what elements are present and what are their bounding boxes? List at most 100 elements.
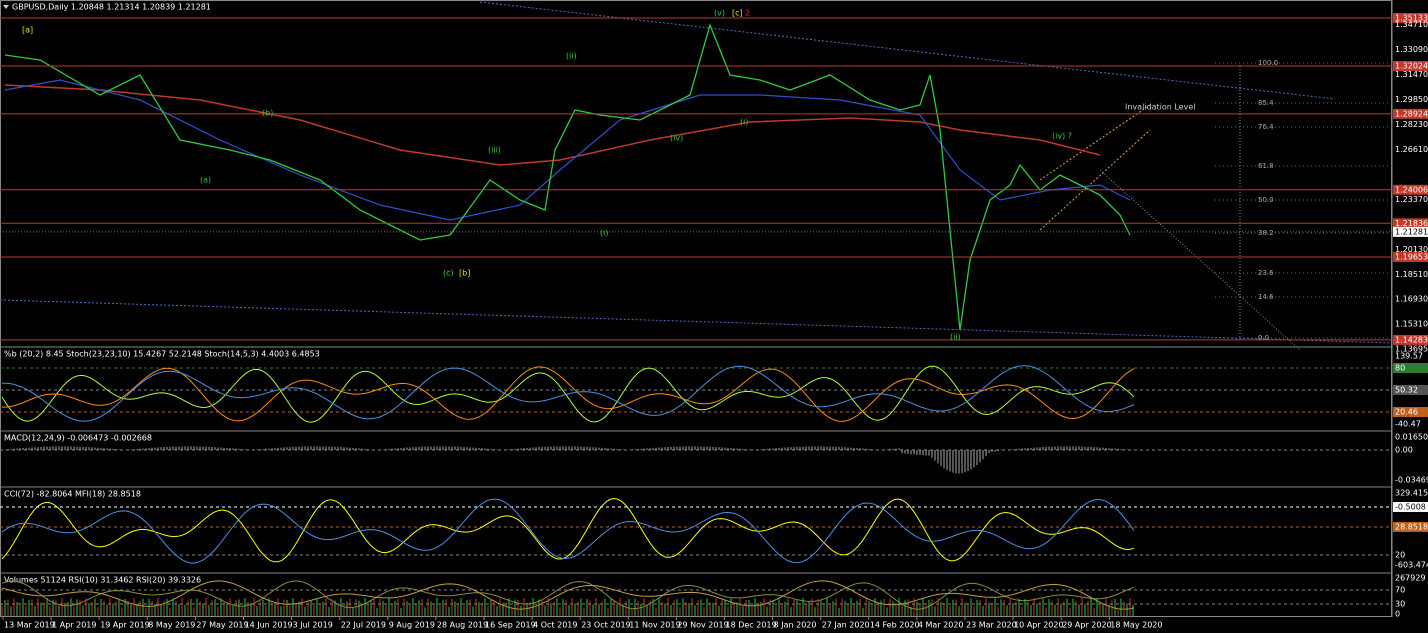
fib-label: 23.6: [1258, 269, 1274, 277]
oscillator-line: [2, 366, 1135, 422]
indicator-header: MACD(12,24,9) -0.006473 -0.002668: [4, 434, 152, 443]
price-label: 1.33090: [1395, 45, 1428, 54]
date-label: 8 Jan 2020: [774, 621, 817, 630]
price-label: 1.31470: [1395, 70, 1428, 79]
date-label: 4 Oct 2019: [533, 621, 577, 630]
wave-label: (i): [740, 118, 748, 127]
date-label: 14 Feb 2020: [870, 621, 920, 630]
scale-label: 0.016502: [1395, 433, 1428, 442]
scale-box: [1393, 502, 1428, 512]
date-label: 22 Jul 2019: [341, 621, 386, 630]
scale-box: [1393, 363, 1428, 373]
scale-label: 20.46: [1395, 408, 1418, 417]
indicator-header: Volumes 51124 RSI(10) 31.3462 RSI(20) 39…: [4, 576, 201, 585]
price-box: [1393, 61, 1428, 72]
wave-label: (ii): [950, 333, 961, 342]
spacer: [1100, 12, 1102, 14]
menu-arrow: [3, 5, 9, 9]
price-box: [1393, 184, 1428, 195]
frame: [0, 0, 1392, 617]
wave-label: (iii): [488, 146, 501, 155]
wave-label: 2: [745, 9, 750, 18]
date-label: 13 Mar 2019: [4, 621, 55, 630]
fib-label: 61.8: [1258, 162, 1274, 170]
date-label: 1 Apr 2019: [52, 621, 96, 630]
scale-label: -40.47: [1395, 420, 1421, 429]
wave-label: (c): [443, 269, 454, 278]
scale-label: -0.034699: [1395, 476, 1428, 485]
scale-label: 30: [1395, 600, 1405, 609]
price-label: 1.21281: [1395, 227, 1428, 236]
price-box: [1393, 13, 1428, 23]
price-label: 1.26610: [1395, 145, 1428, 154]
wave-label: (v): [714, 9, 725, 18]
price-label: 1.21836: [1395, 219, 1428, 228]
trend-line: [0, 299, 1393, 344]
date-label: 16 Sep 2019: [485, 621, 536, 630]
date-label: 27 Jan 2020: [822, 621, 870, 630]
scale-label: 0.00: [1395, 446, 1413, 455]
date-label: 11 Nov 2019: [629, 621, 680, 630]
fib-label: 38.2: [1258, 229, 1274, 237]
wave-label: (b): [262, 109, 273, 118]
scale-box: [1393, 385, 1428, 395]
price-path: [4, 22, 1131, 331]
price-label: 1.24006: [1395, 185, 1428, 194]
price-label: 1.28230: [1395, 120, 1428, 129]
price-label: 1.19653: [1395, 253, 1428, 262]
price-box: [1393, 226, 1428, 237]
fib-label: 85.4: [1258, 99, 1274, 107]
channel-line: [1039, 129, 1151, 231]
wave-label: [a]: [22, 26, 33, 35]
date-label: 9 Aug 2019: [389, 621, 435, 630]
scale-label: 70: [1395, 586, 1405, 595]
panel-separators: [0, 346, 1392, 574]
price-label: 1.14283: [1395, 335, 1428, 344]
wave-label: (iv): [670, 134, 683, 143]
scale-label: 267929: [1395, 574, 1426, 583]
fib-label: 100.0: [1258, 59, 1278, 67]
price-label: 1.13695: [1395, 345, 1428, 354]
price-label: 1.29850: [1395, 95, 1428, 104]
wave-label: (a): [200, 176, 211, 185]
scale-label: -0.5008: [1395, 503, 1426, 512]
scale-label: 28.8518: [1395, 523, 1428, 532]
channel-line: [1039, 104, 1151, 181]
indicator-header: CCI(72) -82.8064 MFI(18) 28.8518: [4, 490, 141, 499]
scale-box: [1393, 407, 1428, 417]
price-label: 1.20130: [1395, 245, 1428, 254]
fib-label: 50.0: [1258, 196, 1274, 204]
price-box: [1393, 108, 1428, 119]
invalidation-label: Invalidation Level: [1125, 103, 1195, 112]
scale-box: [1393, 522, 1428, 532]
oscillator-line: [1, 497, 1135, 563]
oscillator-line: [1, 580, 1135, 610]
date-label: 14 Jun 2019: [245, 621, 293, 630]
date-label: 19 Apr 2019: [100, 621, 149, 630]
price-label: 1.28924: [1395, 109, 1428, 118]
date-label: 29 Nov 2019: [677, 621, 728, 630]
scale-label: 20: [1395, 551, 1405, 560]
trend-line: [479, 1, 1336, 100]
price-label: 1.15310: [1395, 320, 1428, 329]
scale-label: 0: [1395, 610, 1400, 619]
date-label: 23 Oct 2019: [581, 621, 630, 630]
oscillator-line: [2, 365, 1135, 422]
date-label: 10 Apr 2020: [1014, 621, 1063, 630]
date-label: 28 Aug 2019: [437, 621, 488, 630]
scale-label: 139.57: [1395, 352, 1423, 361]
date-label: 27 May 2019: [196, 621, 248, 630]
oscillator-line: [1, 580, 1135, 610]
price-box: [1393, 334, 1428, 345]
scale-label: 50.32: [1395, 386, 1418, 395]
fib-label: 14.6: [1258, 293, 1274, 301]
date-label: 29 Apr 2020: [1062, 621, 1111, 630]
oscillator-line: [1, 498, 1135, 564]
price-label: 1.16930: [1395, 295, 1428, 304]
price-label: 1.23370: [1395, 195, 1428, 204]
price-label: 1.34710: [1395, 20, 1428, 29]
date-label: 18 May 2020: [1110, 621, 1162, 630]
date-label: 18 Dec 2019: [726, 621, 777, 630]
price-label: 1.35133: [1395, 14, 1428, 23]
